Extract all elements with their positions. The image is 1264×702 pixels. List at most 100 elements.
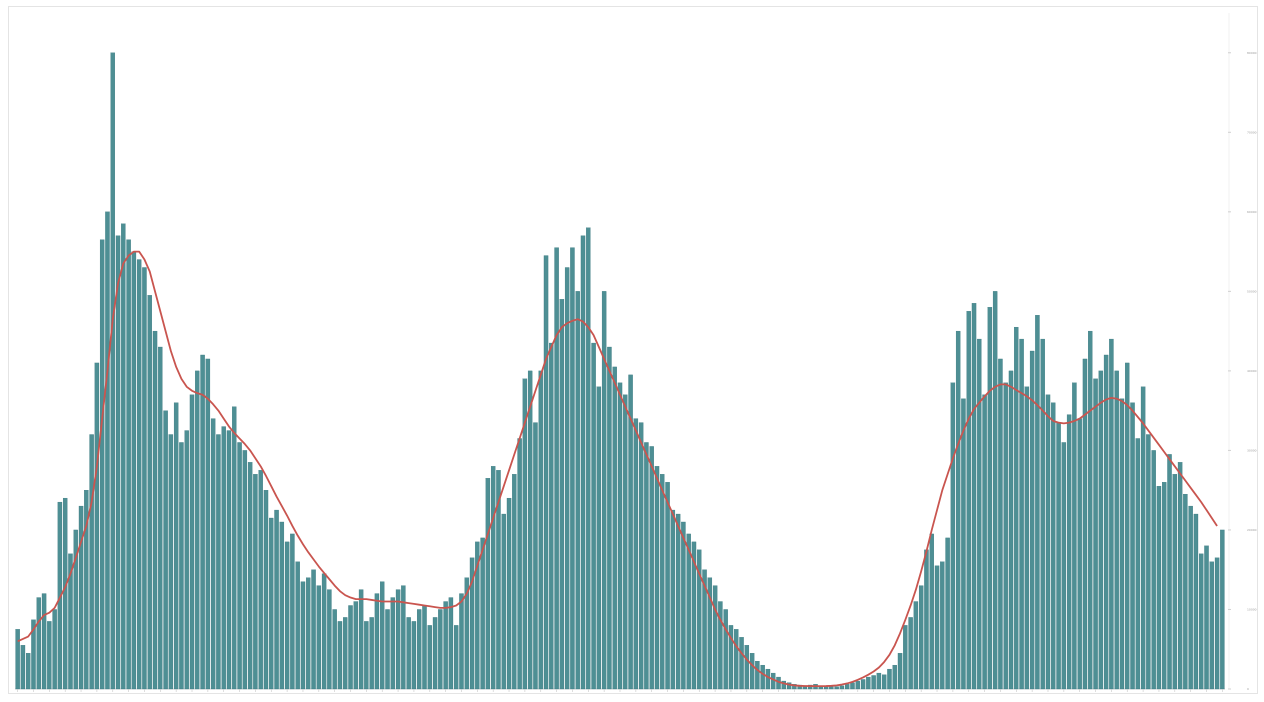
bar (1072, 382, 1077, 690)
bar (1019, 338, 1024, 690)
bar (860, 679, 866, 690)
bar (41, 593, 47, 690)
bar (300, 581, 306, 690)
bar (617, 382, 623, 690)
bar (1156, 486, 1162, 690)
bar (485, 478, 491, 690)
bar (57, 501, 63, 690)
bar (977, 338, 982, 690)
bar (649, 446, 654, 690)
bar (448, 597, 454, 690)
bar (1114, 370, 1119, 690)
bar (126, 239, 131, 690)
bar (200, 354, 205, 690)
bar (702, 569, 707, 690)
bar (908, 617, 913, 690)
bar (580, 235, 586, 690)
bar (68, 553, 73, 690)
bar (274, 509, 279, 690)
bar (295, 561, 300, 690)
bar (1035, 315, 1040, 690)
bar (490, 466, 496, 690)
bar (570, 247, 575, 690)
bar (221, 426, 226, 690)
bar (136, 259, 142, 690)
bar (665, 482, 670, 690)
bar (876, 672, 882, 690)
bar (1135, 438, 1141, 690)
bar (1188, 505, 1193, 690)
bar (115, 235, 121, 690)
bar (327, 589, 332, 690)
bar (321, 573, 327, 690)
bar (152, 330, 158, 690)
bar (638, 422, 644, 690)
bar (1204, 545, 1209, 690)
bar (955, 330, 961, 690)
bar (1162, 482, 1167, 690)
bar (316, 585, 322, 690)
bar (89, 434, 94, 690)
chart-svg: 0 10000 20000 30000 40000 50000 60000 70000 8000… (15, 13, 1257, 692)
bar (469, 557, 475, 690)
bar (982, 394, 987, 690)
bar (760, 664, 765, 690)
bar (1066, 414, 1072, 690)
bar (755, 661, 760, 690)
bar (52, 609, 57, 690)
bar (644, 442, 649, 690)
bar (1051, 402, 1056, 690)
bar (369, 617, 374, 690)
bar (84, 490, 89, 690)
bar (216, 434, 221, 690)
bar (855, 680, 860, 690)
bar (358, 589, 364, 690)
bar (36, 597, 41, 690)
bar (1130, 402, 1135, 690)
bar (1199, 553, 1204, 690)
bar (1209, 561, 1214, 690)
bar (998, 358, 1003, 690)
bar (881, 674, 887, 690)
bar (744, 645, 750, 690)
bar (195, 370, 200, 690)
bar (897, 653, 903, 690)
bar (496, 470, 501, 690)
y-tick-label: 30000 (1247, 448, 1257, 452)
bar (918, 585, 924, 690)
bar (432, 617, 438, 690)
bar (538, 370, 543, 690)
bar (586, 227, 591, 690)
bar (242, 450, 248, 690)
bar (527, 370, 533, 690)
bar (971, 303, 977, 690)
bar (612, 366, 617, 690)
bar (364, 621, 369, 690)
bar (1214, 557, 1220, 690)
bar (253, 474, 258, 690)
bar (390, 597, 396, 690)
bar (210, 418, 216, 690)
bar (401, 585, 406, 690)
bar (871, 675, 876, 690)
bar (121, 223, 126, 690)
bar (374, 593, 380, 690)
y-tick-label: 40000 (1247, 369, 1257, 373)
bar (850, 682, 855, 690)
bar (844, 684, 850, 690)
bar (1193, 513, 1199, 690)
bar (290, 533, 295, 690)
bar (564, 267, 570, 690)
bar (517, 438, 522, 690)
bar (464, 577, 469, 690)
bar (512, 474, 517, 690)
bar (866, 676, 871, 690)
bar (1056, 422, 1061, 690)
bar (623, 394, 628, 690)
bar (654, 466, 660, 690)
bar (1098, 370, 1104, 690)
bar (427, 625, 432, 690)
bar (892, 664, 897, 690)
bar (961, 398, 966, 690)
bar (353, 601, 359, 690)
